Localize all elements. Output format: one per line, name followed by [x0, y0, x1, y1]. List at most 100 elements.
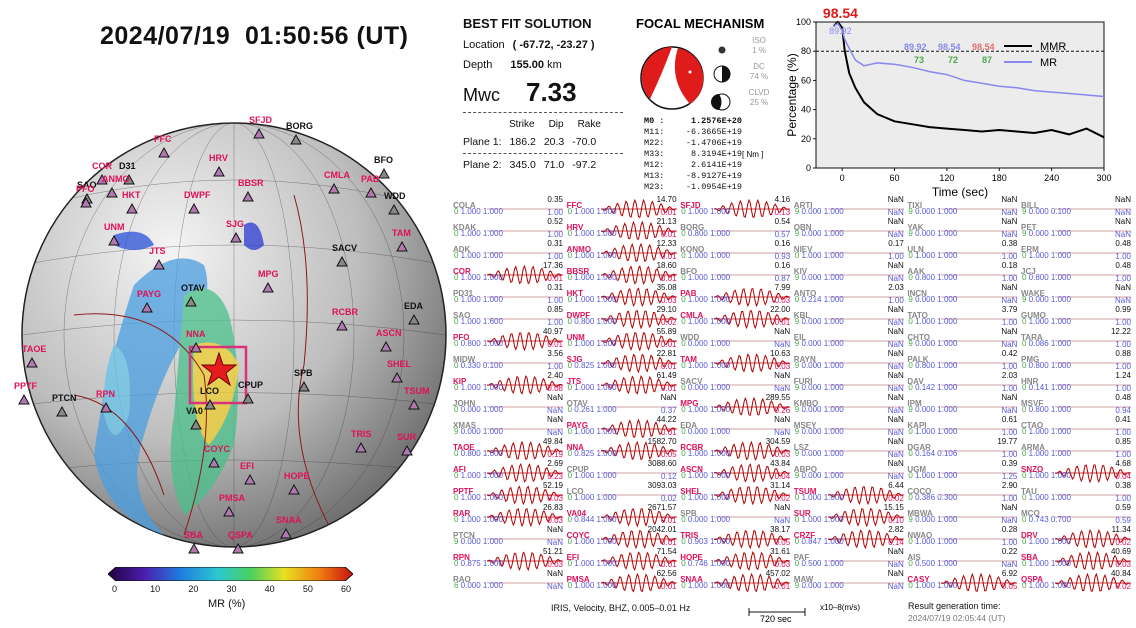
- station-amplitude: 40.84: [1110, 569, 1131, 578]
- globe-station-label: EFI: [240, 461, 254, 471]
- station-trace-dav: DAV 2.03 0 0.142 1.000 1.00: [907, 371, 1018, 396]
- station-amplitude: 1582.70: [647, 437, 677, 446]
- station-amplitude: 0.52: [547, 217, 563, 226]
- waveform: [1055, 406, 1131, 408]
- station-code: LSZ: [793, 443, 809, 452]
- station-amplitude: 1.24: [1115, 371, 1131, 380]
- station-amplitude: 0.18: [1001, 261, 1018, 270]
- station-code: IPM: [907, 399, 922, 408]
- station-mr: 1.00: [547, 362, 563, 371]
- annotation-bottom: 72: [948, 55, 958, 65]
- station-triangle: [391, 371, 403, 383]
- station-amplitude: 51.21: [542, 547, 563, 556]
- station-code: KAPI: [907, 421, 927, 430]
- station-mr: 1.00: [1001, 428, 1018, 437]
- station-params: 0 1.000 1.000: [1022, 449, 1071, 458]
- station-mr: 0.59: [1115, 516, 1131, 525]
- station-params: 0 1.000 1.000: [567, 471, 617, 480]
- station-params: 0 1.000 1.000: [794, 493, 844, 502]
- station-mr: NaN: [1114, 230, 1131, 239]
- station-amplitude: NaN: [887, 437, 904, 446]
- station-params: 0 0.500 1.000: [794, 559, 844, 568]
- station-params: 0 1.000 1.000: [1022, 251, 1071, 260]
- station-mr: NaN: [887, 318, 904, 327]
- annotation-top: 98.54: [938, 42, 961, 52]
- station-code: MSVF: [1021, 399, 1044, 408]
- station-triangle: [185, 295, 197, 307]
- station-trace-pet: PET NaN 9 0.000 1.000 NaN: [1021, 217, 1131, 242]
- station-params: 0 1.000 1.000: [794, 251, 844, 260]
- station-code: AAK: [907, 267, 925, 276]
- station-params: 0 1.000 1.000: [567, 273, 617, 282]
- station-trace-spb: SPB NaN 0 0.000 1.000 NaN: [680, 503, 791, 528]
- station-mr: 1.00: [1115, 340, 1131, 349]
- waveform: [600, 418, 677, 438]
- station-code: EFI: [566, 553, 580, 562]
- station-trace-crzf: CRZF 2.82 0 0.847 1.000 0.14: [794, 525, 904, 550]
- station-amplitude: NaN: [887, 195, 904, 204]
- station-mr: NaN: [887, 472, 904, 481]
- plot-area: [815, 21, 1105, 169]
- globe-station-label: QSPA: [228, 530, 253, 540]
- waveform: [941, 296, 1018, 298]
- waveform: [600, 529, 677, 550]
- station-params: 9 0.000 1.000: [794, 229, 844, 238]
- station-code: NWAO: [907, 531, 933, 540]
- station-triangle: [242, 190, 254, 202]
- station-trace-pptf: PPTF 52.19 0 1.000 1.000 0.03: [453, 481, 563, 506]
- station-trace-yak: YAK NaN 9 0.000 1.000 NaN: [907, 217, 1018, 242]
- station-trace-sfjd: SFJD 4.16 0 1.000 1.000 0.13: [680, 195, 791, 220]
- waveform: [941, 384, 1018, 386]
- station-code: ANMO: [566, 245, 592, 254]
- depth-unit: km: [547, 59, 562, 71]
- station-amplitude: 61.49: [656, 371, 677, 380]
- station-code: TARA: [1021, 333, 1043, 342]
- station-params: 9 0.000 1.000: [794, 361, 844, 370]
- station-mr: 0.01: [661, 384, 677, 393]
- waveform: [1055, 208, 1131, 210]
- globe-station-label: NNA: [186, 329, 206, 339]
- generation-label: Result generation time:: [908, 601, 1001, 611]
- waveform: [600, 494, 677, 496]
- station-params: 9 0.000 1.000: [908, 229, 958, 238]
- station-code: OTAV: [566, 399, 588, 408]
- station-code: HRV: [566, 223, 584, 232]
- waveform: [941, 516, 1018, 518]
- station-amplitude: 0.61: [1001, 415, 1018, 424]
- station-triangle: [288, 483, 300, 495]
- station-trace-adk: ADK 0.31 0 1.000 1.000 1.00: [453, 239, 563, 264]
- station-amplitude: NaN: [1001, 503, 1018, 512]
- station-mr: 0.03: [774, 450, 791, 459]
- station-amplitude: 26.83: [542, 503, 563, 512]
- station-amplitude: 11.34: [1111, 525, 1131, 534]
- station-code: PALK: [907, 355, 929, 364]
- series-line: [833, 22, 1105, 98]
- station-code: UNM: [566, 333, 585, 342]
- location-value: ( -67.72, -23.27 ): [512, 39, 595, 51]
- station-mr: 1.00: [1001, 384, 1018, 393]
- station-code: ADK: [453, 245, 471, 254]
- station-mr: 0.05: [1001, 582, 1018, 591]
- station-trace-tam: TAM 10.63 0 1.000 1.000 0.03: [680, 349, 791, 374]
- station-mr: 1.00: [1115, 318, 1131, 327]
- station-mr: 0.87: [774, 274, 791, 283]
- globe-station-label: BFO: [374, 155, 393, 165]
- station-params: 0 1.000 1.000: [567, 339, 617, 348]
- waveform: [600, 572, 677, 593]
- station-trace-furi: FURI NaN 9 0.000 1.000 NaN: [794, 371, 904, 396]
- annotation-bottom: 87: [982, 55, 992, 65]
- station-params: 9 0.000 1.000: [454, 537, 503, 546]
- station-mr: 0.08: [547, 384, 563, 393]
- station-params: 0 1.000 1.000: [681, 361, 731, 370]
- depth-value: 155.00: [510, 59, 545, 71]
- mwc-label: Mwc: [463, 85, 500, 105]
- station-mr: NaN: [1114, 208, 1131, 217]
- tensor-unit: [ Nm ]: [742, 150, 764, 159]
- best-fit-heading: BEST FIT SOLUTION: [463, 16, 592, 31]
- waveform: [487, 318, 563, 320]
- station-trace-ptcn: PTCN NaN 9 0.000 1.000 NaN: [453, 525, 563, 550]
- station-trace-rcbr: RCBR 304.59 0 1.000 1.000 0.03: [680, 437, 791, 462]
- station-amplitude: NaN: [1114, 283, 1131, 292]
- globe-station-label: D31: [119, 161, 136, 171]
- station-params: 0 1.000 1.000: [1022, 581, 1071, 590]
